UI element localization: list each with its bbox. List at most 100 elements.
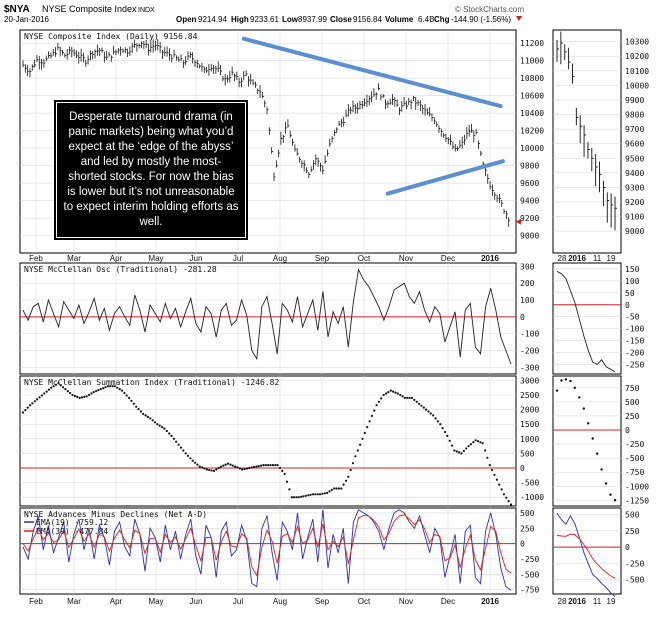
month-label: Jul — [233, 254, 243, 263]
summation-dot — [382, 393, 385, 397]
summation-dot — [203, 467, 206, 470]
summation-dot — [375, 404, 378, 407]
zoom-summation-dot — [560, 379, 563, 382]
zoom-summation-dot — [591, 437, 594, 440]
legend-ema19: EMA(19) -759.12 — [36, 518, 108, 527]
symbol: $NYA — [4, 4, 30, 15]
summation-dot — [196, 463, 199, 466]
axis-labels: Feb Feb Mar Mar Apr Apr May May Jun Jun Jul Jul Aug A… — [29, 38, 649, 606]
month-label: Jun — [190, 254, 203, 263]
summation-dot — [179, 446, 183, 449]
ema39-line — [22, 514, 512, 577]
summation-dot — [276, 464, 279, 467]
summation-dot — [73, 394, 76, 398]
summation-dot — [278, 466, 282, 470]
summation-dot — [52, 385, 55, 388]
y-tick-label: 1000 — [520, 435, 539, 444]
y-tick-label: 9000 — [520, 232, 539, 241]
month-label: Nov — [399, 254, 413, 263]
summation-dot — [109, 385, 112, 388]
summation-dot — [410, 396, 414, 399]
summation-dot — [340, 487, 343, 490]
summation-dot — [219, 465, 223, 468]
summation-dot — [146, 415, 149, 418]
summation-dot — [36, 398, 39, 401]
zoom-ema19-line — [556, 512, 616, 597]
zoom-date-label: 2016 — [568, 254, 586, 263]
summation-dot — [356, 449, 359, 452]
zoom-date-label: 28 — [558, 254, 567, 263]
summation-dot — [170, 434, 173, 437]
y-tick-label: 10400 — [520, 109, 544, 118]
summation-dot — [267, 464, 270, 467]
mcclellan-osc-series — [22, 268, 616, 373]
summation-dot — [248, 466, 251, 470]
summation-dot — [132, 402, 135, 405]
summation-dot — [64, 388, 67, 391]
summation-dot — [135, 405, 138, 408]
summation-dot — [71, 393, 74, 397]
zoom-date-label: 2016 — [568, 597, 586, 606]
zoom-y-tick-label: 10300 — [625, 38, 649, 47]
summation-dot — [130, 399, 133, 402]
summation-dot — [208, 468, 211, 472]
zoom-y-tick-label: -1000 — [625, 482, 649, 491]
summation-dot — [370, 414, 373, 417]
summation-dot — [326, 491, 329, 494]
y-tick-label: 10800 — [520, 74, 544, 83]
summation-dot — [300, 495, 303, 498]
summation-dot — [396, 392, 399, 395]
month-label: Aug — [273, 254, 287, 263]
y-tick-label: 10600 — [520, 92, 544, 101]
summation-dot — [505, 496, 508, 499]
summation-dot — [330, 488, 333, 491]
summation-dot — [363, 431, 366, 435]
zoom-y-tick-label: 9800 — [625, 111, 644, 120]
zoom-y-tick-label: 9400 — [625, 169, 644, 178]
summation-dot — [474, 439, 477, 442]
y-tick-label: 9200 — [520, 214, 539, 223]
summation-dot — [432, 414, 435, 417]
volume-label: Volume — [385, 15, 414, 24]
zoom-y-tick-label: -250 — [625, 440, 644, 449]
index-name: NYSE Composite Index — [42, 4, 137, 14]
summation-dot — [283, 472, 286, 475]
summation-dot — [80, 396, 83, 399]
summation-dot — [328, 490, 331, 493]
zoom-summation-dot — [609, 493, 612, 496]
summation-dot — [491, 468, 494, 472]
summation-dot — [460, 452, 463, 455]
summation-dot — [309, 493, 312, 496]
summation-dot — [21, 411, 25, 414]
zoom-y-tick-label: -500 — [625, 576, 644, 585]
summation-dot — [406, 396, 409, 399]
summation-dot — [106, 385, 109, 388]
zoom-y-tick-label: 9900 — [625, 96, 644, 105]
summation-dot — [144, 414, 147, 417]
y-tick-label: 100 — [520, 296, 535, 305]
summation-dot — [476, 440, 480, 443]
month-label: Jul — [233, 597, 243, 606]
summation-dot — [153, 421, 157, 424]
summation-dot — [137, 408, 140, 411]
zoom-y-tick-label: -250 — [625, 559, 644, 568]
summation-dot — [472, 441, 475, 444]
summation-dot — [387, 391, 390, 394]
summation-dot — [236, 466, 239, 469]
zoom-date-label: 19 — [607, 597, 616, 606]
month-label: Aug — [273, 597, 287, 606]
summation-dot — [285, 480, 289, 483]
volume-value: 6.4B — [418, 15, 434, 24]
summation-dot — [304, 494, 307, 497]
y-tick-label: -300 — [520, 363, 539, 372]
summation-dot — [57, 382, 60, 385]
zoom-y-tick-label: 250 — [625, 527, 640, 536]
month-label: May — [148, 597, 163, 606]
summation-dot — [227, 462, 230, 465]
summation-dot — [201, 466, 204, 469]
summation-dot — [458, 451, 461, 454]
month-label: Oct — [358, 597, 371, 606]
summation-dot — [354, 455, 357, 458]
summation-dot — [422, 406, 425, 409]
summation-dot — [446, 434, 449, 437]
